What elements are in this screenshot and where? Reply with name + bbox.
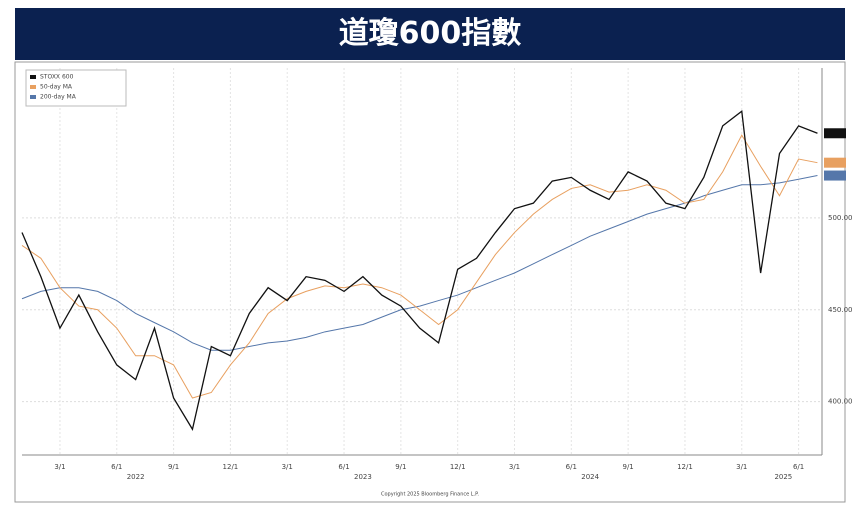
x-tick-label: 6/1	[111, 463, 122, 471]
x-tick-label: 9/1	[623, 463, 634, 471]
x-tick-label: 6/1	[338, 463, 349, 471]
x-group-label: 2024	[581, 473, 599, 481]
page-title: 道瓊600指數	[15, 8, 845, 60]
last-value-tag	[824, 157, 846, 168]
legend-label: 50-day MA	[40, 84, 73, 91]
x-tick-label: 12/1	[223, 463, 239, 471]
x-tick-label: 6/1	[566, 463, 577, 471]
source-note: Copyright 2025 Bloomberg Finance L.P.	[381, 492, 479, 498]
legend-label: 200-day MA	[40, 94, 77, 101]
legend-swatch	[30, 75, 36, 79]
x-group-label: 2025	[774, 473, 792, 481]
legend-swatch	[30, 95, 36, 99]
chart-frame	[14, 61, 846, 503]
x-group-label: 2022	[127, 473, 145, 481]
x-tick-label: 3/1	[509, 463, 520, 471]
x-group-label: 2023	[354, 473, 372, 481]
series-line	[21, 134, 818, 399]
y-tick-label: 450.00	[828, 306, 853, 314]
x-tick-label: 9/1	[395, 463, 406, 471]
x-tick-label: 12/1	[450, 463, 466, 471]
legend-label: STOXX 600	[40, 74, 74, 81]
legend-box	[25, 69, 127, 107]
y-tick-label: 500.00	[828, 214, 853, 222]
legend-swatch	[30, 85, 36, 89]
x-tick-label: 3/1	[736, 463, 747, 471]
series-line	[21, 109, 818, 431]
x-tick-label: 12/1	[677, 463, 693, 471]
x-tick-label: 3/1	[282, 463, 293, 471]
last-value-tag	[824, 128, 846, 139]
x-tick-label: 3/1	[54, 463, 65, 471]
x-tick-label: 9/1	[168, 463, 179, 471]
x-tick-label: 6/1	[793, 463, 804, 471]
y-tick-label: 400.00	[828, 398, 853, 406]
last-value-tag	[824, 170, 846, 181]
